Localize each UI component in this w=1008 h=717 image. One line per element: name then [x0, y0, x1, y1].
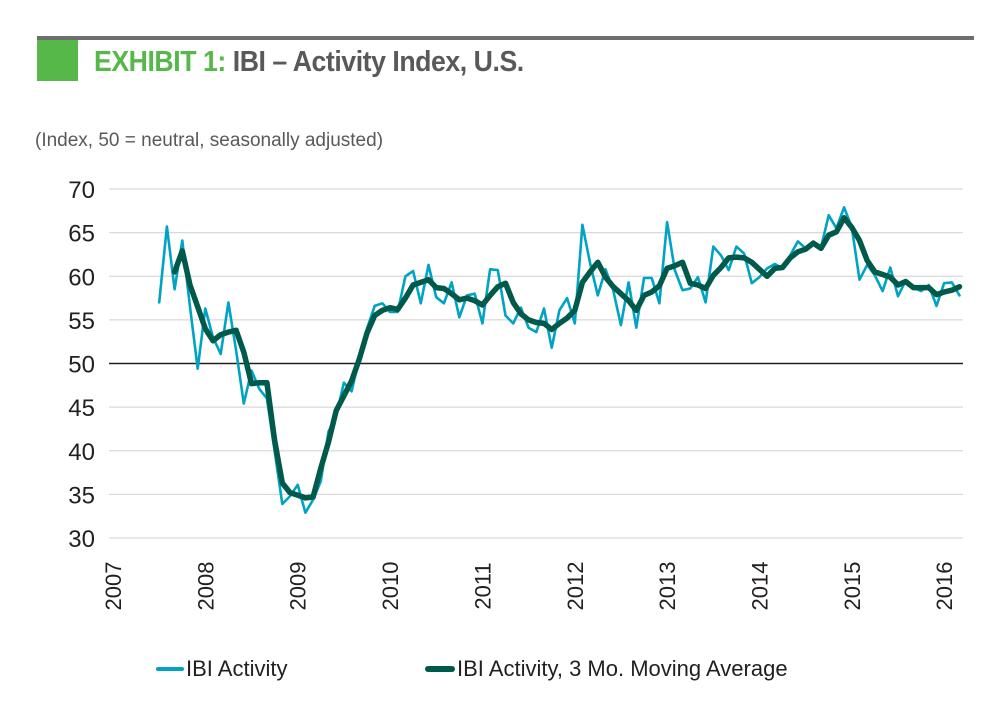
exhibit-marker	[37, 40, 78, 81]
x-tick-label: 2015	[840, 562, 865, 611]
x-tick-label: 2012	[563, 562, 588, 611]
series-lines	[157, 206, 963, 515]
y-tick-label: 35	[68, 482, 95, 509]
title-text: IBI – Activity Index, U.S.	[225, 46, 524, 78]
chart-title: EXHIBIT 1: IBI – Activity Index, U.S.	[94, 46, 524, 79]
x-tick-label: 2009	[286, 562, 311, 611]
y-tick-label: 65	[68, 221, 95, 248]
legend-label: IBI Activity, 3 Mo. Moving Average	[457, 656, 788, 681]
series-line-moving-average	[171, 215, 963, 501]
y-tick-label: 55	[68, 308, 95, 335]
x-tick-label: 2010	[378, 562, 403, 611]
legend-label: IBI Activity	[186, 656, 288, 681]
x-tick-label: 2008	[193, 562, 218, 611]
exhibit-label: EXHIBIT 1:	[94, 46, 226, 78]
x-tick-label: 2011	[470, 562, 495, 609]
y-tick-label: 45	[68, 395, 95, 422]
x-tick-label: 2013	[655, 562, 680, 611]
legend-swatch-light	[156, 667, 184, 671]
x-tick-label: 2016	[932, 562, 957, 611]
x-tick-label: 2007	[101, 562, 126, 611]
legend-item-moving-average: IBI Activity, 3 Mo. Moving Average	[425, 656, 788, 682]
y-tick-label: 70	[68, 177, 95, 204]
legend-swatch-dark	[425, 666, 455, 672]
y-tick-label: 40	[68, 439, 95, 466]
y-tick-label: 60	[68, 264, 95, 291]
x-tick-label: 2014	[747, 562, 772, 611]
y-axis-ticks: 30 35 40 45 50 55 60 65 70	[68, 177, 95, 553]
y-tick-label: 30	[68, 526, 95, 553]
chart-subtitle: (Index, 50 = neutral, seasonally adjuste…	[35, 130, 384, 151]
header-rule	[37, 36, 974, 40]
y-tick-label: 50	[68, 352, 95, 379]
x-axis-ticks: 2007 2008 2009 2010 2011 2012 2013 2014 2015 2016	[101, 562, 957, 611]
legend-item-ibi-activity: IBI Activity	[156, 656, 287, 682]
